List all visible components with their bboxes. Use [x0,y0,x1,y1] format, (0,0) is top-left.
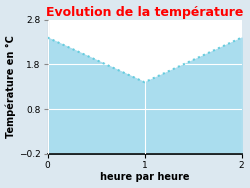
Title: Evolution de la température: Evolution de la température [46,6,243,19]
Y-axis label: Température en °C: Température en °C [6,35,16,138]
X-axis label: heure par heure: heure par heure [100,172,189,182]
